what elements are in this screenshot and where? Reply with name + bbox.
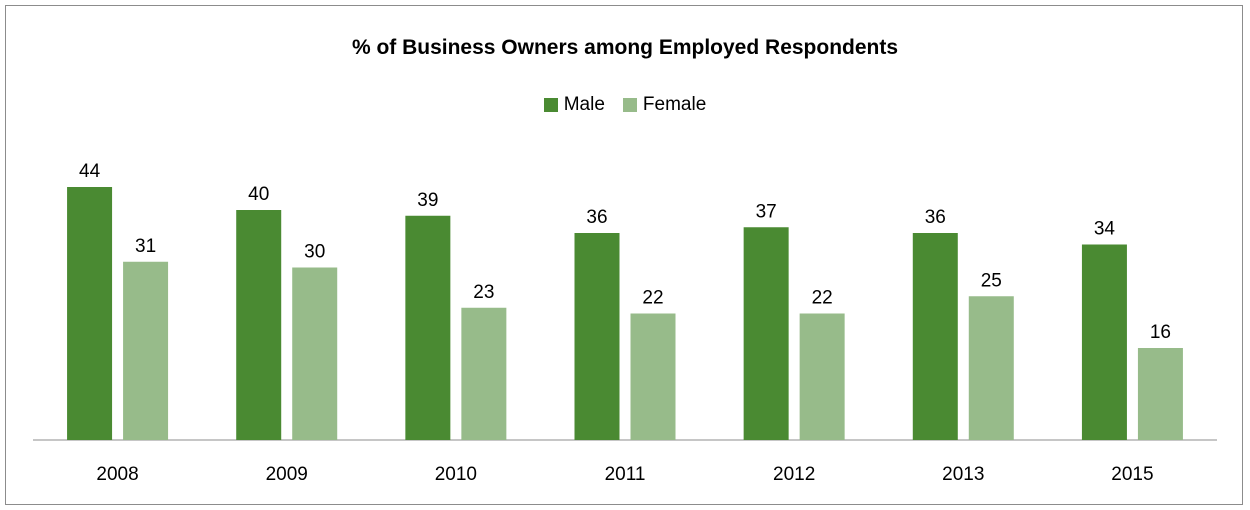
bar-female-2015 <box>1137 348 1183 440</box>
data-label-female-2009: 30 <box>304 242 325 263</box>
data-label-female-2008: 31 <box>135 236 156 257</box>
x-tick-label-2012: 2012 <box>773 464 815 485</box>
x-tick-label-2008: 2008 <box>96 464 138 485</box>
x-tick-label-2013: 2013 <box>942 464 984 485</box>
x-tick-label-2011: 2011 <box>605 464 646 485</box>
x-tick-label-2009: 2009 <box>266 464 308 485</box>
data-label-male-2013: 36 <box>925 207 946 228</box>
bar-female-2011 <box>630 313 676 440</box>
data-label-female-2012: 22 <box>812 288 833 309</box>
legend-label-male: Male <box>563 94 605 115</box>
data-label-female-2013: 25 <box>981 270 1002 291</box>
legend-swatch-male <box>543 98 558 112</box>
data-label-female-2011: 22 <box>642 288 663 309</box>
legend-item-male: Male <box>543 94 605 116</box>
bar-male-2011 <box>574 233 620 440</box>
bar-male-2012 <box>743 227 789 440</box>
bar-male-2015 <box>1081 244 1127 440</box>
data-label-female-2015: 16 <box>1150 322 1171 343</box>
chart-frame: % of Business Owners among Employed Resp… <box>5 5 1243 505</box>
legend-label-female: Female <box>642 94 707 115</box>
data-label-male-2012: 37 <box>756 201 777 222</box>
data-label-male-2008: 44 <box>79 161 101 182</box>
x-tick-label-2010: 2010 <box>435 464 477 485</box>
legend-item-female: Female <box>622 94 707 116</box>
plot-area: 44 31 2008 40 30 2009 39 23 2010 36 22 2011 37 22 2012… <box>33 161 1217 485</box>
data-label-male-2009: 40 <box>248 184 269 205</box>
data-label-male-2010: 39 <box>417 190 438 211</box>
data-label-male-2015: 34 <box>1094 219 1116 240</box>
bar-female-2012 <box>799 313 845 440</box>
bar-male-2010 <box>405 215 451 440</box>
legend-swatch-female <box>622 98 637 112</box>
bar-male-2009 <box>236 210 282 440</box>
bar-female-2009 <box>292 267 338 440</box>
data-label-male-2011: 36 <box>586 207 607 228</box>
bar-female-2013 <box>968 296 1014 440</box>
data-label-female-2010: 23 <box>473 282 494 303</box>
x-tick-label-2015: 2015 <box>1111 464 1153 485</box>
bar-female-2008 <box>123 261 169 440</box>
bar-female-2010 <box>461 307 507 440</box>
bar-male-2013 <box>912 233 958 440</box>
bar-male-2008 <box>67 187 113 440</box>
legend: Male Female <box>6 94 1244 116</box>
chart-title: % of Business Owners among Employed Resp… <box>351 36 899 59</box>
